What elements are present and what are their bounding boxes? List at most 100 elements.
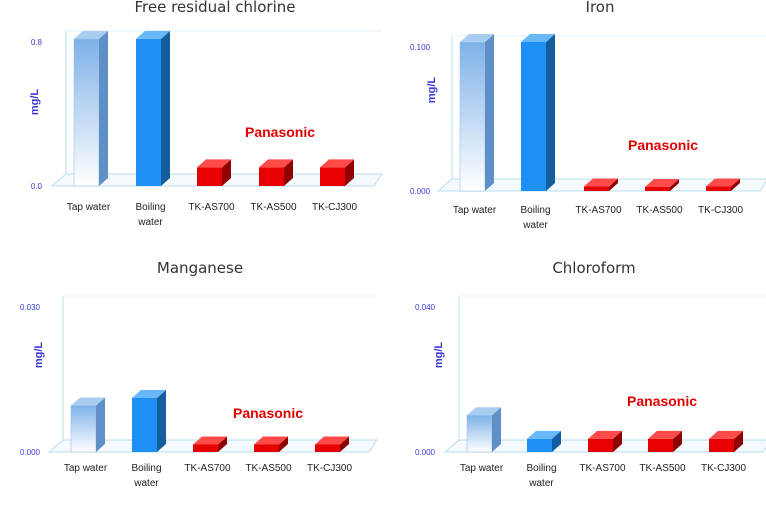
chart-chloroform: Chloroform mg/L 0.000 0.040 Tap water Boiling… (415, 259, 766, 489)
chart-iron: Iron mg/L 0.000 0.100 Tap water Boiling water T… (410, 0, 766, 231)
bar-boiling-water (521, 34, 555, 191)
bar-boiling-water (527, 430, 561, 452)
bar-side (99, 30, 108, 186)
bar-front (584, 186, 609, 191)
bar-tk-as700 (193, 436, 227, 452)
bar-side (96, 397, 105, 452)
bar-side (734, 430, 743, 452)
bar-top (467, 407, 501, 416)
category-label: Tap water (460, 463, 504, 474)
bar-front (466, 414, 493, 453)
brand-label: Panasonic (627, 393, 697, 409)
chart-title: Chloroform (552, 259, 635, 277)
bar-top (320, 159, 354, 168)
bar-top (71, 397, 105, 406)
bar-tk-as700 (584, 178, 618, 191)
bar-front (136, 38, 161, 186)
category-label: TK-AS500 (636, 205, 683, 216)
bar-front (259, 167, 284, 186)
bar-front (73, 38, 100, 187)
y-axis-label: mg/L (33, 342, 45, 369)
category-label: TK-AS500 (250, 202, 297, 213)
category-label: Tap water (67, 202, 111, 213)
category-label: water (522, 220, 548, 231)
y-tick-label: 0.000 (410, 187, 431, 196)
bar-side (552, 430, 561, 452)
bar-top (315, 436, 349, 445)
chart-free-residual-chlorine: Free residual chlorine mg/L 0.0 0.8 Tap wate… (29, 0, 383, 228)
bar-top (527, 430, 561, 439)
y-tick-label: 0.040 (415, 303, 436, 312)
category-label: Tap water (453, 205, 497, 216)
category-label: TK-AS700 (184, 463, 231, 474)
bar-tk-cj300 (706, 178, 740, 191)
chart-title: Manganese (157, 259, 243, 277)
bar-side (222, 159, 231, 186)
bar-top (584, 178, 618, 187)
y-tick-label: 0.100 (410, 43, 431, 52)
bar-top (74, 30, 108, 39)
bar-tap-water (459, 34, 494, 192)
bar-front (527, 438, 552, 452)
bar-tap-water (70, 397, 105, 453)
category-label: TK-CJ300 (698, 205, 743, 216)
category-label: Tap water (64, 463, 108, 474)
bar-top (197, 159, 231, 168)
bar-front (648, 438, 673, 452)
bar-side (345, 159, 354, 186)
bar-top (648, 430, 682, 439)
bar-top (588, 430, 622, 439)
chart-title: Free residual chlorine (135, 0, 296, 16)
category-label: TK-CJ300 (312, 202, 357, 213)
y-tick-label: 0.000 (20, 448, 41, 457)
bar-front (320, 167, 345, 186)
y-axis-label: mg/L (433, 342, 445, 369)
category-label: TK-CJ300 (701, 463, 746, 474)
category-label: TK-AS500 (245, 463, 292, 474)
bar-tk-as700 (197, 159, 231, 186)
bar-top (259, 159, 293, 168)
bar-side (673, 430, 682, 452)
category-label: Boiling (135, 202, 165, 213)
bar-front (315, 444, 340, 452)
bar-side (161, 30, 170, 186)
bar-top (709, 430, 743, 439)
bar-top (645, 179, 679, 187)
category-label: TK-CJ300 (307, 463, 352, 474)
bar-front (197, 167, 222, 186)
category-label: TK-AS700 (579, 463, 626, 474)
bar-front (521, 42, 546, 191)
y-tick-label: 0.8 (31, 38, 43, 47)
bar-boiling-water (136, 30, 170, 186)
bar-tk-as500 (254, 436, 288, 452)
bar-front (132, 398, 157, 452)
brand-label: Panasonic (233, 405, 303, 421)
bar-tk-cj300 (315, 436, 349, 452)
brand-label: Panasonic (245, 124, 315, 140)
bar-side (546, 34, 555, 191)
bar-side (218, 436, 227, 452)
category-label: Boiling (526, 463, 556, 474)
bar-front (709, 438, 734, 452)
bar-top (254, 436, 288, 445)
bar-tk-as500 (648, 430, 682, 452)
category-label: water (137, 217, 163, 228)
bar-tap-water (466, 407, 501, 453)
category-label: Boiling (520, 205, 550, 216)
bar-front (254, 444, 279, 452)
bar-side (340, 436, 349, 452)
bar-boiling-water (132, 390, 166, 452)
bar-tk-as500 (645, 179, 679, 191)
chart-manganese: Manganese mg/L 0.000 0.030 Tap water Boiling w… (20, 259, 378, 489)
category-label: TK-AS500 (639, 463, 686, 474)
bar-tk-cj300 (709, 430, 743, 452)
y-tick-label: 0.000 (415, 448, 436, 457)
bar-side (284, 159, 293, 186)
y-tick-label: 0.030 (20, 303, 41, 312)
bar-side (613, 430, 622, 452)
bar-front (706, 186, 731, 191)
bar-side (492, 407, 501, 452)
bar-top (521, 34, 555, 42)
bar-front (588, 438, 613, 452)
